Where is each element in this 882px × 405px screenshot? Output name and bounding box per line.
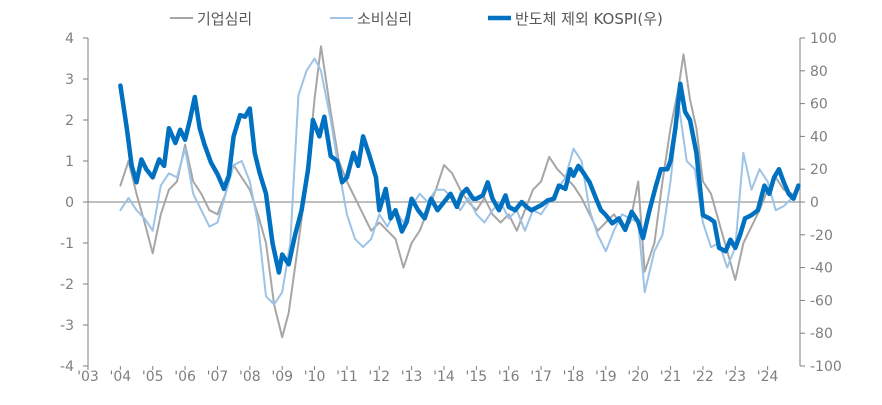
- x-axis-tick-label: '12: [368, 369, 390, 385]
- legend-label-2: 소비심리: [357, 10, 412, 28]
- right-axis-tick-label: 40: [810, 129, 828, 145]
- legend-label-3: 반도체 제외 KOSPI(우): [515, 10, 663, 28]
- right-axis-tick-label: -100: [810, 359, 842, 375]
- x-axis-tick-label: '05: [142, 369, 164, 385]
- x-axis-tick-label: '22: [692, 369, 714, 385]
- x-axis-tick-label: '07: [207, 369, 229, 385]
- x-axis-tick-label: '23: [724, 369, 746, 385]
- x-axis-tick-label: '10: [304, 369, 326, 385]
- right-axis: 100 80 60 40 20 0 -20 -40 -60 -80 -100: [799, 31, 842, 375]
- left-axis-tick-label: -1: [60, 236, 74, 252]
- left-axis-tick-label: 1: [65, 154, 74, 170]
- legend: 기업심리 소비심리 반도체 제외 KOSPI(우): [170, 10, 663, 28]
- right-axis-tick-label: -40: [810, 261, 833, 277]
- x-axis-tick-label: '06: [174, 369, 196, 385]
- left-axis: 4 3 2 1 0 -1 -2 -3 -4: [60, 31, 89, 375]
- left-axis-tick-label: 3: [65, 72, 74, 88]
- series-line-1: [119, 45, 793, 339]
- left-axis-tick-label: -2: [60, 277, 74, 293]
- x-axis: '03 '04 '05 '06 '07 '08 '09 '10 '11 '12 '13 '14 '15 '…: [77, 201, 800, 385]
- x-axis-tick-label: '16: [498, 369, 520, 385]
- x-axis-tick-label: '11: [336, 369, 358, 385]
- right-axis-tick-label: -80: [810, 326, 833, 342]
- x-axis-tick-label: '04: [110, 369, 132, 385]
- right-axis-tick-label: -60: [810, 293, 833, 309]
- right-axis-tick-label: 20: [810, 162, 828, 178]
- left-axis-tick-label: -3: [60, 318, 74, 334]
- x-axis-tick-label: '13: [401, 369, 423, 385]
- legend-label-1: 기업심리: [197, 10, 252, 28]
- series-line-3: [118, 81, 801, 275]
- x-axis-tick-label: '03: [77, 369, 99, 385]
- x-axis-tick-label: '21: [660, 369, 682, 385]
- x-axis-tick-label: '19: [595, 369, 617, 385]
- x-axis-tick-label: '24: [757, 369, 779, 385]
- x-axis-tick-label: '17: [530, 369, 552, 385]
- left-axis-tick-label: -4: [60, 359, 74, 375]
- right-axis-tick-label: 0: [810, 195, 819, 211]
- x-axis-tick-label: '20: [627, 369, 649, 385]
- x-axis-tick-label: '14: [433, 369, 455, 385]
- right-axis-tick-label: 60: [810, 97, 828, 113]
- right-axis-tick-label: 80: [810, 64, 828, 80]
- x-axis-tick-label: '15: [466, 369, 488, 385]
- series-layer: [118, 45, 801, 339]
- right-axis-tick-label: -20: [810, 228, 833, 244]
- x-axis-tick-label: '09: [271, 369, 293, 385]
- left-axis-tick-label: 2: [65, 113, 74, 129]
- x-axis-tick-label: '18: [563, 369, 585, 385]
- left-axis-tick-label: 4: [65, 31, 74, 47]
- left-axis-tick-label: 0: [65, 195, 74, 211]
- right-axis-tick-label: 100: [810, 31, 837, 47]
- x-axis-tick-label: '08: [239, 369, 261, 385]
